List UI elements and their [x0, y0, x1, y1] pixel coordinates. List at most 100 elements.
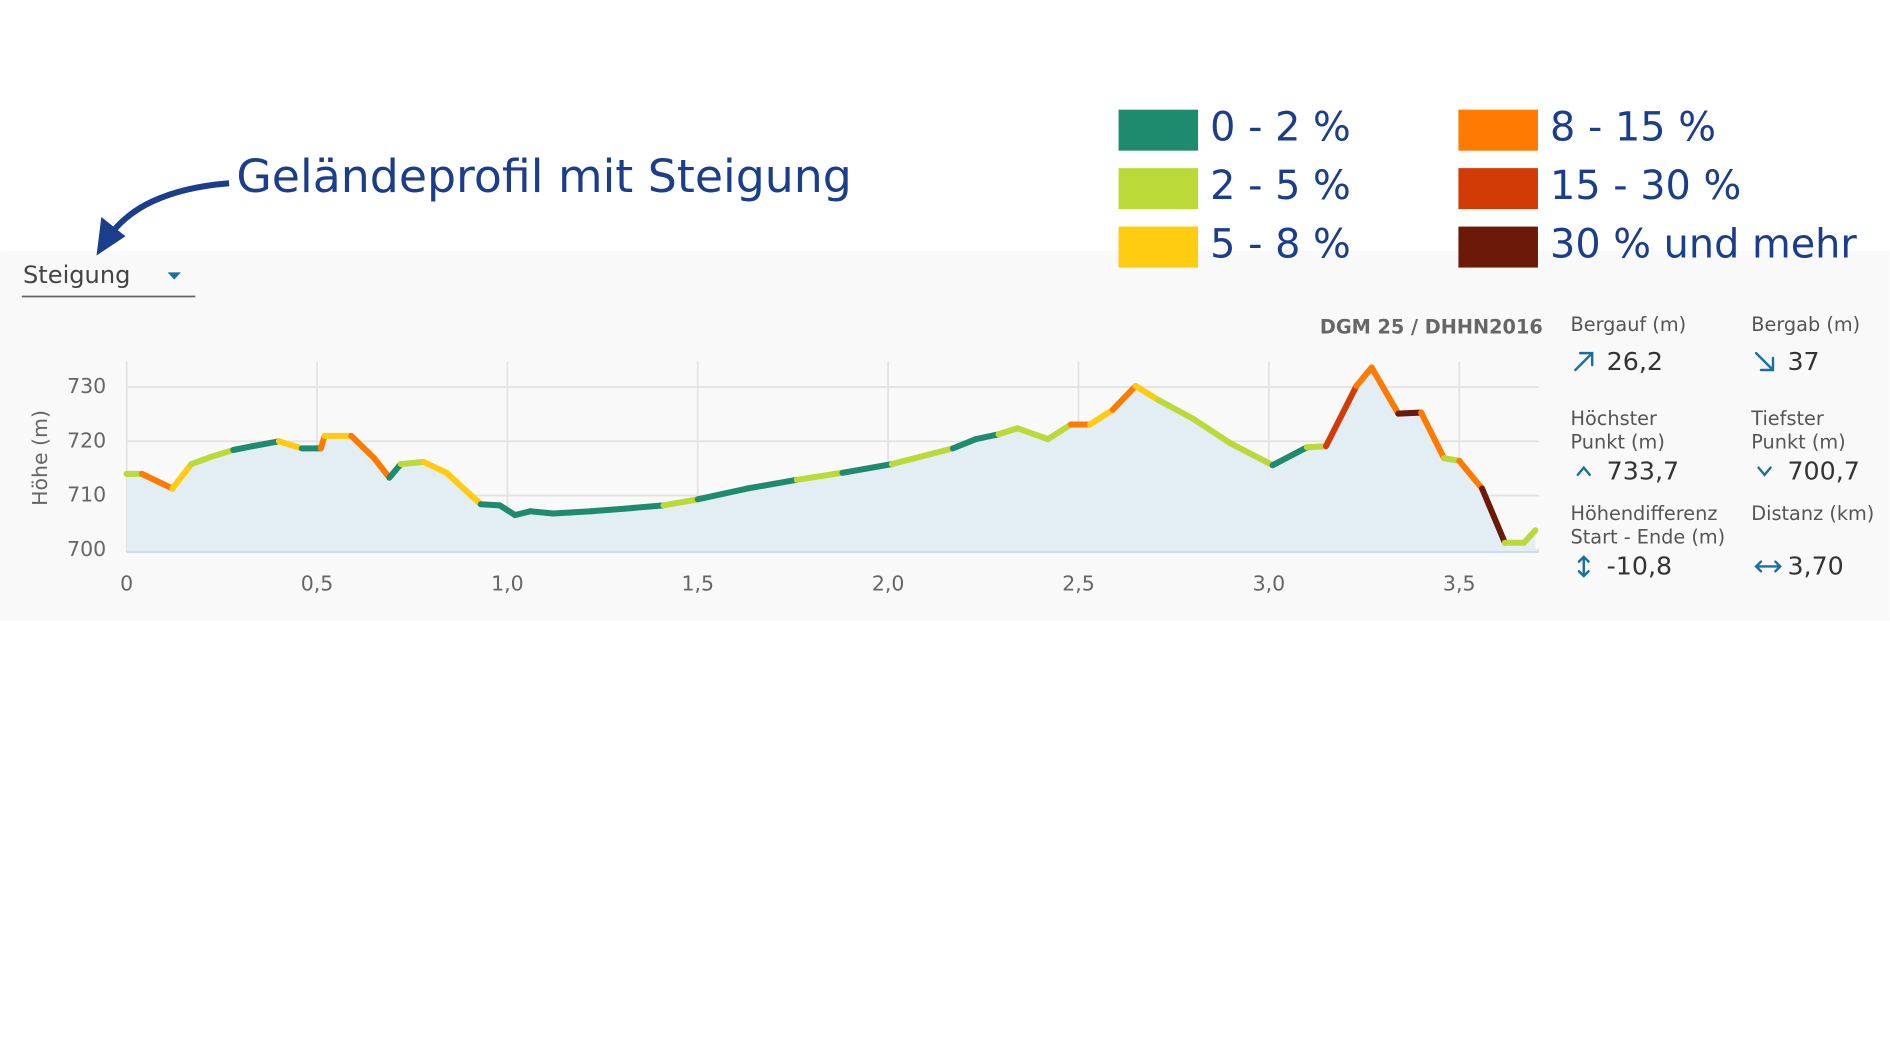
profile-segment [169, 461, 195, 492]
profile-segment [588, 505, 629, 515]
profile-segment [1395, 409, 1425, 417]
legend-swatch [1118, 226, 1199, 268]
profile-segment [550, 508, 595, 517]
stat-label: Höchster [1571, 407, 1658, 430]
profile-segment [1368, 364, 1402, 417]
stat-value: 733,7 [1607, 456, 1679, 485]
annotation-arrow [103, 180, 230, 243]
profile-segment [995, 425, 1021, 438]
profile-segment [972, 431, 1002, 443]
profile-segment [420, 458, 450, 476]
profile-segment [1109, 382, 1139, 413]
stat-value: 3,70 [1787, 552, 1843, 581]
x-tick-label: 0 [120, 572, 133, 596]
stat-icon [1574, 351, 1594, 372]
profile-segment [1132, 382, 1162, 404]
legend-label: 2 - 5 % [1210, 163, 1351, 209]
legend-swatch [1118, 168, 1199, 210]
stat-value: 700,7 [1787, 456, 1859, 485]
profile-segment [1014, 425, 1052, 443]
stat-icon [1577, 555, 1590, 578]
profile-segment [744, 476, 800, 492]
stat-label: Bergauf (m) [1571, 313, 1687, 336]
stat-label: Punkt (m) [1751, 430, 1845, 453]
profile-segment [1353, 364, 1375, 389]
stat-icon [1754, 560, 1782, 573]
profile-segment [888, 445, 956, 468]
profile-segment [1418, 409, 1448, 462]
profile-segment [839, 461, 895, 476]
profile-segment [694, 485, 751, 503]
source: DGM 25 / DHHN2016 [1320, 315, 1543, 338]
profile-segment [1322, 382, 1360, 450]
x-tick-label: 1,0 [491, 572, 524, 596]
stat-value: 26,2 [1607, 347, 1663, 376]
profile-segment [1303, 443, 1329, 451]
profile-segment [207, 446, 237, 461]
dropdown-label[interactable]: Steigung [23, 261, 130, 289]
profile-segment [371, 455, 393, 481]
profile-segment [660, 496, 701, 509]
legend-swatch [1458, 168, 1538, 210]
x-tick-label: 2,5 [1062, 572, 1095, 596]
legend-swatch [1118, 109, 1199, 151]
legend-swatch [1458, 226, 1538, 268]
legend-swatch [1458, 109, 1538, 151]
legend-label: 0 - 2 % [1210, 105, 1351, 151]
stat-icon [1757, 466, 1772, 477]
profile-segment [1269, 444, 1310, 469]
profile-segment [496, 502, 519, 519]
stat-value: 37 [1787, 347, 1819, 376]
stat-label: Punkt (m) [1571, 430, 1665, 453]
profile-segment [348, 432, 378, 462]
x-tick-label: 3,5 [1443, 572, 1476, 596]
profile-segment [1227, 440, 1276, 469]
profile-segment [249, 438, 282, 450]
legend-label: 30 % und mehr [1550, 222, 1857, 268]
stat-icon [1754, 351, 1775, 372]
dropdown-caret[interactable] [167, 272, 181, 280]
legend-label: 5 - 8 % [1210, 222, 1351, 268]
profile-segment [230, 443, 256, 454]
profile-segment [793, 469, 846, 483]
profile-segment [1479, 485, 1508, 546]
profile-segment [138, 470, 176, 492]
annotation-arrowhead [96, 216, 126, 256]
profile-segment [1189, 415, 1234, 447]
profile-segment [1456, 457, 1486, 492]
profile-segment [275, 438, 305, 452]
profile-segment [622, 502, 667, 512]
profile-segment [477, 501, 503, 509]
panel [0, 250, 1890, 621]
x-tick-label: 2,0 [872, 572, 905, 596]
legend: 0 - 2 % 2 - 5 % 5 - 8 % 8 - 15 % 15 - 30 % 30… [1118, 105, 1857, 268]
x-tick-label: 0,5 [301, 572, 334, 596]
profile-segment [1086, 406, 1116, 428]
plot: 700 710 720 730 0 0,5 1,0 1,5 2,0 2,5 3,0 3,5 Höhe (… [28, 361, 1540, 596]
stat-label: Bergab (m) [1751, 313, 1860, 336]
y-tick-label: 700 [67, 537, 106, 561]
x-tick-label: 3,0 [1253, 572, 1286, 596]
profile-segment [527, 508, 557, 517]
y-axis-title: Höhe (m) [28, 410, 52, 506]
profile-segment [1155, 397, 1196, 422]
legend-label: 8 - 15 % [1550, 105, 1716, 151]
stat-value: -10,8 [1607, 552, 1672, 581]
profile-segment [397, 458, 427, 468]
stat-label: Höhendifferenz [1571, 502, 1718, 525]
y-tick-label: 730 [67, 374, 106, 398]
legend-label: 15 - 30 % [1550, 163, 1741, 209]
profile-segment [188, 454, 214, 468]
y-tick-label: 710 [67, 483, 106, 507]
profile-segment [949, 436, 979, 452]
profile-segment [1045, 421, 1074, 443]
x-tick-label: 1,5 [681, 572, 714, 596]
annotation: Geländeprofil mit Steigung [236, 149, 852, 203]
stat-label: Tiefster [1750, 407, 1824, 430]
profile-segment [1520, 527, 1539, 546]
y-tick-label: 720 [67, 428, 106, 452]
stat-label: Distanz (km) [1751, 502, 1874, 525]
stat-label: Start - Ende (m) [1571, 526, 1726, 549]
